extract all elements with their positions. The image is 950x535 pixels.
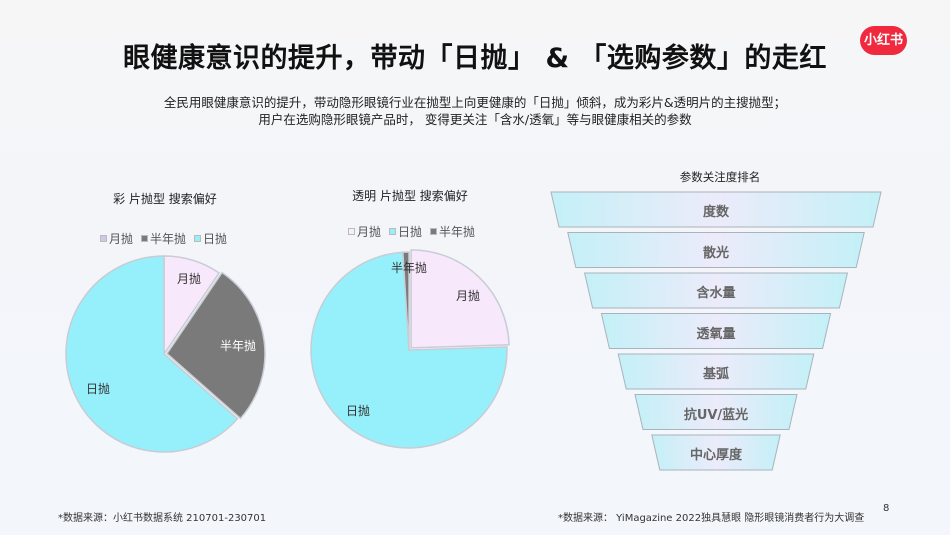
legend-swatch [348, 228, 355, 235]
legend-item-monthly: 月抛 [100, 230, 133, 247]
funnel-label: 透氧量 [696, 326, 736, 342]
funnel-label: 度数 [702, 205, 729, 220]
legend-clear-lens: 月抛 日抛 半年抛 [348, 223, 475, 240]
funnel-label: 抗UV/蓝光 [683, 407, 749, 423]
source-note-right: *数据来源： YiMagazine 2022独具慧眼 隐形眼镜消费者行为大调查 [558, 513, 865, 524]
funnel-label: 基弧 [702, 367, 729, 382]
pie-slice [165, 271, 266, 420]
funnel-label: 散光 [702, 245, 729, 261]
slice-label-daily: 日抛 [86, 382, 111, 396]
legend-swatch [141, 235, 149, 242]
funnel-title: 参数关注度排名 [679, 170, 761, 184]
page-title: 眼健康意识的提升，带动「日抛」 & 「选购参数」的走红 [123, 43, 827, 74]
legend-swatch [389, 228, 397, 235]
pie-color-lens [65, 255, 266, 453]
funnel-bar [651, 434, 781, 471]
pie-slice [65, 255, 239, 453]
funnel-label: 中心厚度 [689, 448, 742, 463]
legend-swatch [194, 235, 202, 242]
pie-slice [410, 249, 510, 349]
funnel-bar [600, 313, 832, 349]
funnel-bar [583, 272, 849, 309]
legend-swatch [430, 228, 438, 235]
subtitle-line-2: 用户在选购隐形眼镜产品时， 变得更关注「含水/透氧」等与眼健康相关的参数 [258, 112, 692, 127]
subtitle-line-1: 全民用眼健康意识的提升，带动隐形眼镜行业在抛型上向更健康的「日抛」倾斜，成为彩片… [163, 95, 787, 110]
slice-label-monthly: 月抛 [456, 289, 481, 303]
funnel-bar [567, 232, 865, 268]
funnel-bar [550, 191, 882, 228]
funnel-label: 含水量 [696, 286, 736, 301]
slice-label-half-year: 半年抛 [391, 261, 428, 275]
pie-clear-lens [310, 249, 510, 449]
legend-color-lens: 月抛 半年抛 日抛 [100, 230, 227, 247]
legend-item-daily: 日抛 [389, 223, 422, 240]
chart-title-clear-lens: 透明 片抛型 搜索偏好 [352, 189, 468, 203]
slice-label-half-year: 半年抛 [220, 339, 257, 353]
legend-swatch [100, 235, 107, 242]
legend-item-daily: 日抛 [194, 230, 227, 247]
funnel-chart [550, 191, 882, 471]
legend-item-half-year: 半年抛 [430, 223, 475, 240]
pie-slice [310, 251, 508, 449]
xiaohongshu-logo: 小红书 [860, 26, 907, 55]
subtitle: 全民用眼健康意识的提升，带动隐形眼镜行业在抛型上向更健康的「日抛」倾斜，成为彩片… [0, 94, 950, 128]
funnel-bar [617, 353, 815, 390]
legend-item-monthly: 月抛 [348, 223, 381, 240]
funnel-bar [634, 394, 798, 430]
page-number: 8 [883, 503, 890, 514]
pie-slice [402, 251, 410, 351]
chart-title-color-lens: 彩 片抛型 搜索偏好 [113, 192, 217, 206]
slice-label-monthly: 月抛 [177, 272, 202, 286]
legend-item-half-year: 半年抛 [141, 230, 186, 247]
source-note-left: *数据来源：小红书数据系统 210701-230701 [58, 513, 267, 524]
slice-label-daily: 日抛 [346, 404, 371, 418]
